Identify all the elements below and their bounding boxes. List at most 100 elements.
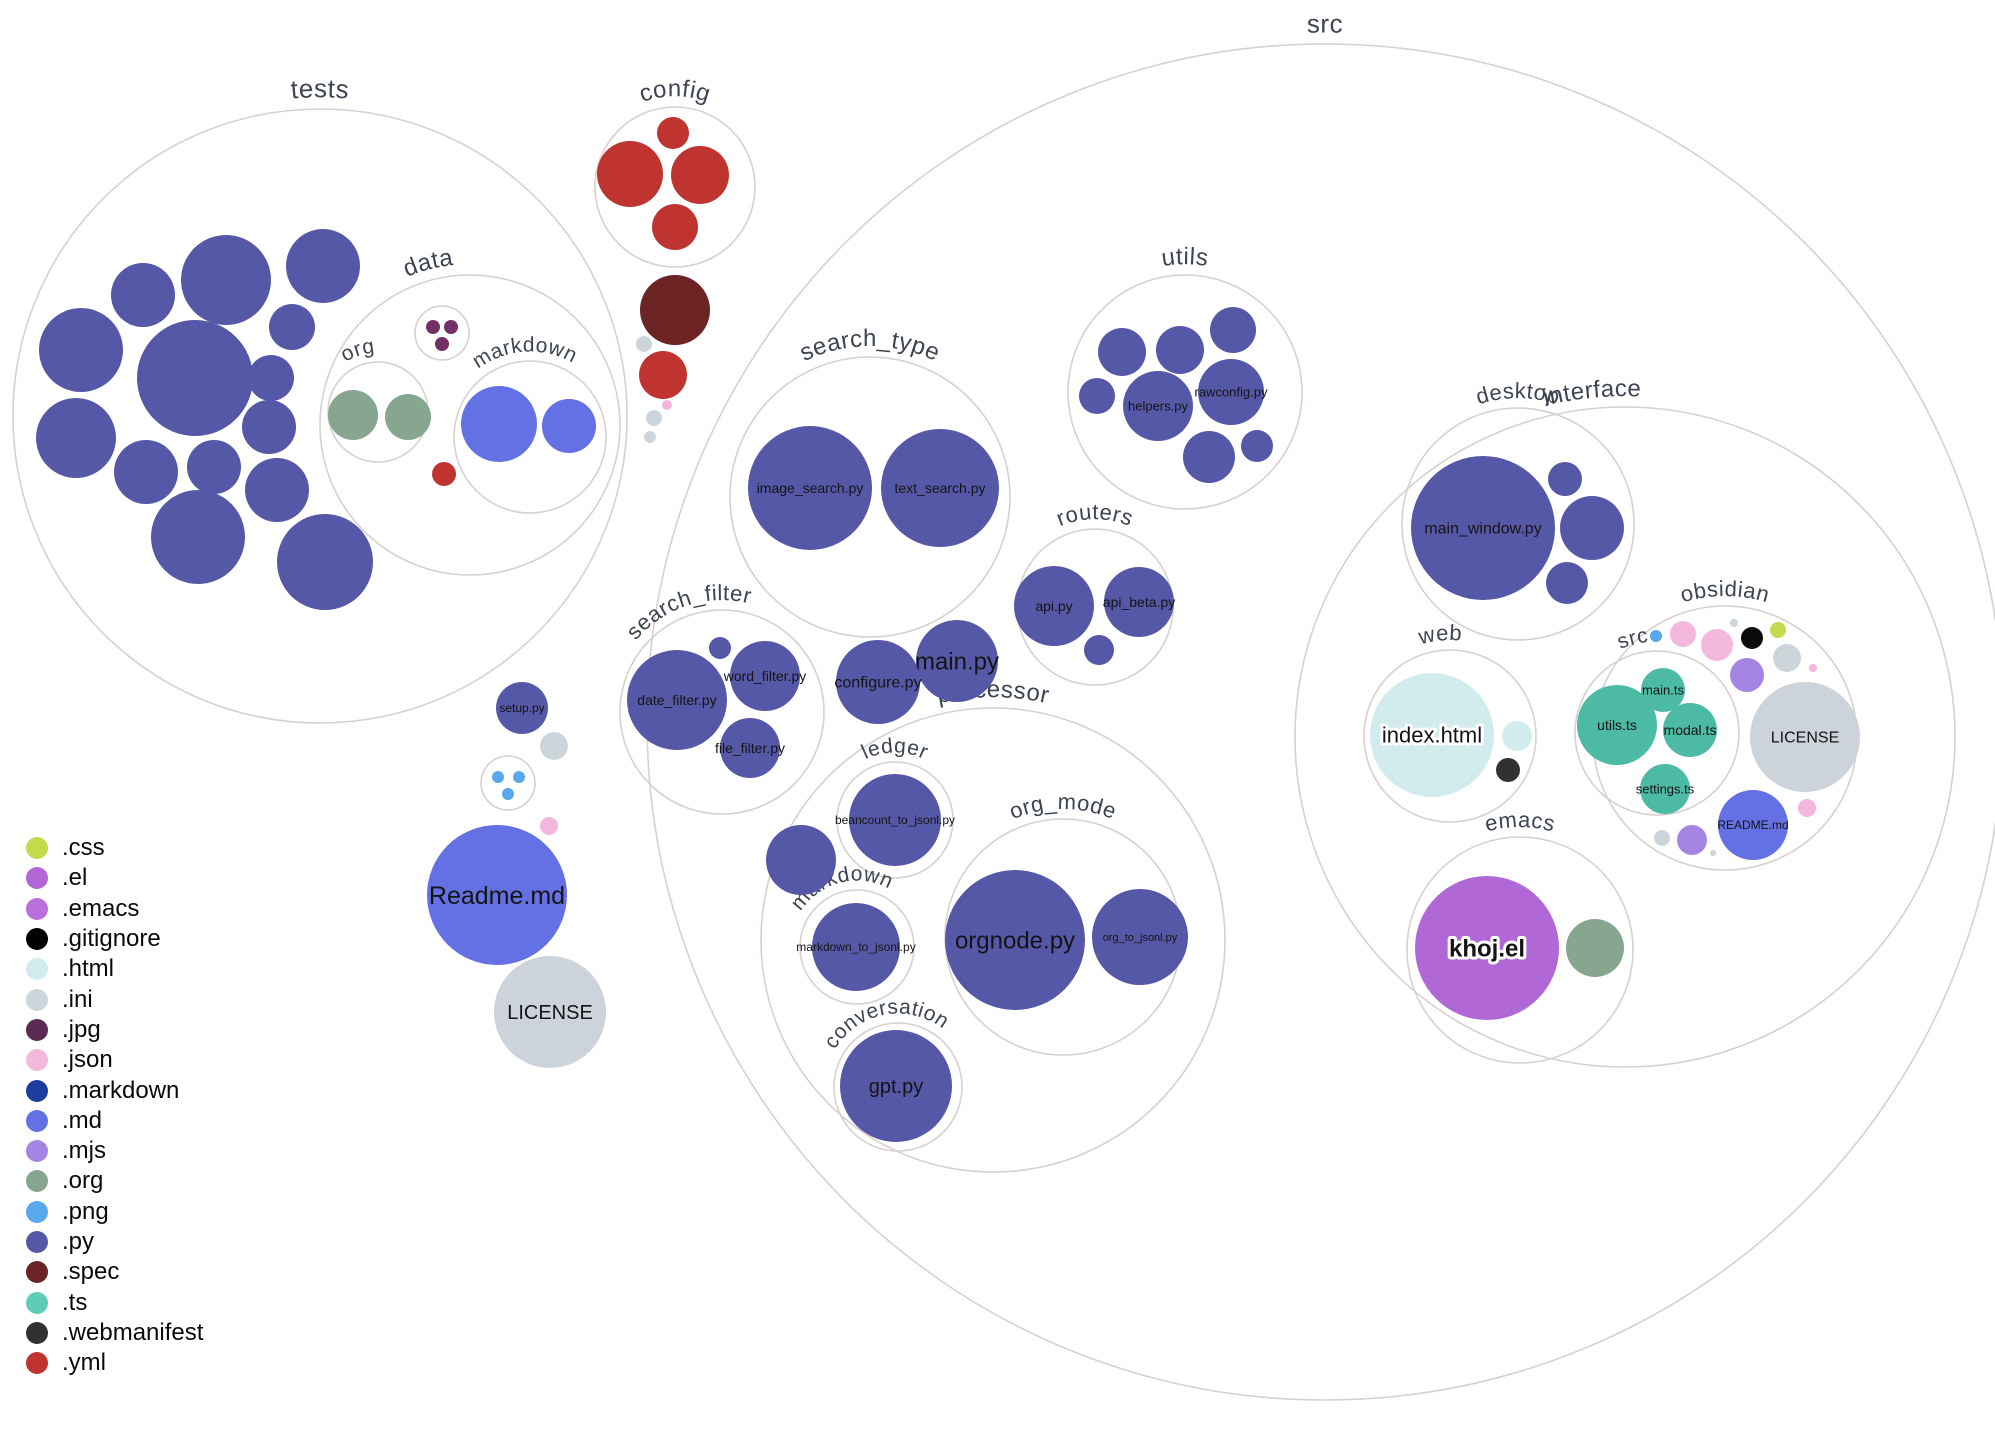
file-circle [435,337,449,351]
file-label-LICENSE: LICENSE [507,1002,593,1024]
file-circle [187,440,241,494]
file-circle [636,336,652,352]
legend-swatch-html [26,958,48,981]
file-label-api.py: api.py [1035,598,1072,614]
file-circle [242,400,296,454]
legend-item-png: .png [26,1197,203,1227]
dir-circle-search_type [729,356,1011,638]
file-circle-settings.ts [1640,764,1690,814]
legend-item-emacs: .emacs [26,894,203,924]
file-circle-text_search.py [881,429,999,547]
file-label-helpers.py: helpers.py [1128,399,1188,414]
legend-swatch-md [26,1109,48,1132]
file-circle-main_window.py [1411,456,1555,600]
legend-label-css: .css [62,834,105,862]
file-circle-helpers.py [1123,371,1193,441]
legend-swatch-spec [26,1261,48,1284]
legend-swatch-emacs [26,897,48,920]
dir-circle-utils [1067,274,1303,510]
file-circle [385,394,431,440]
legend-item-markdown: .markdown [26,1075,203,1105]
file-circle-main.ts [1641,668,1685,712]
file-circle [646,410,662,426]
dir-circle-config [594,106,756,268]
file-circle-setup.py [496,682,548,734]
file-circle [1546,562,1588,604]
file-circle-word_filter.py [730,641,800,711]
file-label-LICENSE: LICENSE [1771,730,1839,747]
dir-label-emacs: emacs [1482,807,1557,837]
file-circle-orgnode.py [945,870,1085,1010]
legend-item-html: .html [26,954,203,984]
file-circle [111,263,175,327]
file-circle [1566,919,1624,977]
file-label-setup.py: setup.py [499,701,544,715]
file-circle [652,204,698,250]
dir-label-org: org [337,334,376,366]
legend-swatch-mjs [26,1140,48,1163]
file-circle [1496,758,1520,782]
file-label-orgnode.py: orgnode.py [955,927,1075,954]
file-circle-org_to_jsonl.py [1092,889,1188,985]
legend-label-md: .md [62,1106,103,1134]
legend-label-json: .json [62,1046,113,1074]
file-circle [640,275,710,345]
file-circle [1548,462,1582,496]
dir-circle-tests [12,108,628,724]
file-circle [1241,430,1273,462]
legend-label-yml: .yml [62,1349,106,1377]
dir-label-utils: utils [1160,243,1210,272]
dir-circle-markdown [453,360,607,514]
legend-label-png: .png [62,1197,109,1225]
file-circle [1773,644,1801,672]
file-circle [286,229,360,303]
file-circle [492,771,504,783]
dir-circle [480,755,536,811]
dir-circle-search_filter [619,609,825,815]
file-circle [1079,378,1115,414]
file-circle [1084,635,1114,665]
file-label-Readme.md: Readme.md [429,882,565,910]
dir-circle-emacs [1406,836,1634,1064]
legend-item-py: .py [26,1227,203,1257]
file-circle-Readme.md [427,825,567,965]
legend-item-yml: .yml [26,1348,203,1378]
file-label-image_search.py: image_search.py [757,480,864,496]
file-label-utils.ts: utils.ts [1597,717,1637,733]
legend-swatch-ts [26,1291,48,1314]
file-circle [137,320,253,436]
dir-label-src: src [1307,9,1344,39]
file-circle [181,235,271,325]
dir-circle-desktop [1401,407,1635,641]
file-label-main_window.py: main_window.py [1424,521,1541,538]
file-label-README.md: README.md [1717,818,1788,832]
legend-item-el: .el [26,863,203,893]
legend-swatch-markdown [26,1079,48,1102]
file-circle [644,431,656,443]
file-circle [432,462,456,486]
file-circle [39,308,123,392]
dir-label-ledger: ledger [858,734,932,764]
file-label-configure.py: configure.py [834,675,921,692]
legend-swatch-webmanifest [26,1321,48,1344]
file-label-text_search.py: text_search.py [894,480,985,496]
file-circle-LICENSE [1750,682,1860,792]
file-circle-index.html [1370,673,1494,797]
file-circle [444,320,458,334]
file-circle [1809,664,1817,672]
legend-item-mjs: .mjs [26,1136,203,1166]
file-label-rawconfig.py: rawconfig.py [1195,385,1268,400]
file-label-file_filter.py: file_filter.py [715,740,785,756]
file-circle [1770,622,1786,638]
file-circle [639,351,687,399]
file-circle [709,637,731,659]
dir-label-tests: tests [290,73,351,104]
file-circle [114,440,178,504]
legend-item-md: .md [26,1106,203,1136]
file-circle-main.py [916,620,998,702]
file-circle [1730,658,1764,692]
legend-label-markdown: .markdown [62,1076,180,1104]
legend-label-org: .org [62,1167,104,1195]
